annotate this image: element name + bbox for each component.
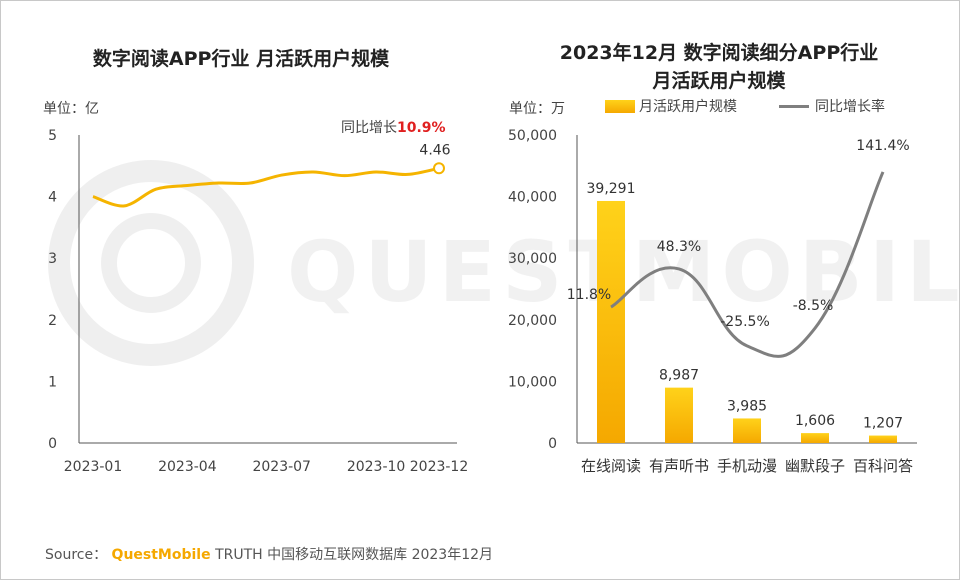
- right-chart-unit: 单位：万: [509, 101, 565, 117]
- source-prefix: Source：: [45, 547, 108, 563]
- legend-bar: 月活跃用户规模: [605, 96, 737, 116]
- left-chart-title: 数字阅读APP行业 月活跃用户规模: [92, 48, 390, 70]
- x-tick-label: 2023-04: [158, 459, 217, 475]
- left-chart-unit: 单位：亿: [43, 101, 99, 117]
- y-tick-label: 2: [48, 313, 57, 329]
- y-tick-label: 50,000: [508, 128, 557, 144]
- growth-value-label: -8.5%: [793, 298, 834, 314]
- x-category-label: 手机动漫: [717, 457, 777, 475]
- bar-value-label: 1,606: [795, 413, 835, 429]
- source-line: Source： QuestMobile TRUTH 中国移动互联网数据库 202…: [45, 544, 493, 564]
- end-marker: [433, 162, 445, 175]
- left-chart-annotation: 同比增长10.9%: [341, 117, 446, 137]
- y-tick-label: 20,000: [508, 313, 557, 329]
- x-category-label: 幽默段子: [785, 457, 845, 475]
- bar-value-label: 8,987: [659, 368, 699, 384]
- source-suffix: TRUTH 中国移动互联网数据库 2023年12月: [215, 547, 494, 563]
- watermark-inner-ring-icon: [101, 213, 201, 313]
- growth-value-label: 11.8%: [567, 287, 611, 303]
- growth-value-label: 48.3%: [657, 239, 701, 255]
- x-category-label: 在线阅读: [581, 457, 641, 475]
- x-tick-label: 2023-01: [64, 459, 123, 475]
- series-line-growth: [610, 171, 885, 358]
- y-tick-label: 40,000: [508, 190, 557, 206]
- bar-4: [869, 435, 897, 443]
- right-bar-chart: 0 10,000 20,000 30,000 40,000 50,000 39,291 在线阅…: [508, 128, 917, 475]
- y-tick-label: 1: [48, 374, 57, 390]
- legend-line-swatch: [779, 104, 809, 108]
- x-tick-label: 2023-07: [252, 459, 311, 475]
- y-tick-label: 3: [48, 251, 57, 267]
- bar-2: [733, 418, 761, 443]
- annotation-prefix: 同比增长: [341, 120, 397, 136]
- annotation-value: 10.9%: [397, 120, 446, 136]
- right-chart-title-line1: 2023年12月 数字阅读细分APP行业: [559, 42, 879, 64]
- legend-bar-label: 月活跃用户规模: [639, 99, 737, 115]
- source-brand: QuestMobile: [111, 547, 211, 563]
- bar-value-label: 39,291: [587, 181, 636, 197]
- x-tick-label: 2023-10: [347, 459, 406, 475]
- x-tick-label: 2023-12: [410, 459, 469, 475]
- y-tick-label: 30,000: [508, 251, 557, 267]
- y-tick-label: 4: [48, 190, 57, 206]
- left-line-chart: 0 1 2 3 4 5 2023-01 2023-04 2023-07 2023-10 2023-1…: [48, 128, 469, 475]
- growth-value-label: 141.4%: [856, 138, 909, 154]
- x-category-label: 有声听书: [649, 457, 709, 475]
- bar-0: [597, 200, 625, 443]
- right-chart-title-line2: 月活跃用户规模: [652, 70, 786, 92]
- bar-3: [801, 433, 829, 443]
- bar-1: [665, 387, 693, 443]
- growth-value-label: -25.5%: [720, 314, 770, 330]
- end-value-label: 4.46: [419, 142, 450, 158]
- legend-line: 同比增长率: [779, 96, 885, 116]
- bar-value-label: 1,207: [863, 416, 903, 432]
- y-tick-label: 0: [548, 436, 557, 452]
- series-line-mau: [92, 166, 440, 208]
- bar-value-label: 3,985: [727, 398, 767, 414]
- watermark-ring-icon: [48, 160, 254, 366]
- legend-bar-swatch: [605, 99, 635, 113]
- y-tick-label: 10,000: [508, 374, 557, 390]
- y-tick-label: 0: [48, 436, 57, 452]
- x-category-label: 百科问答: [853, 457, 913, 475]
- legend-line-label: 同比增长率: [815, 99, 885, 115]
- y-tick-label: 5: [48, 128, 57, 144]
